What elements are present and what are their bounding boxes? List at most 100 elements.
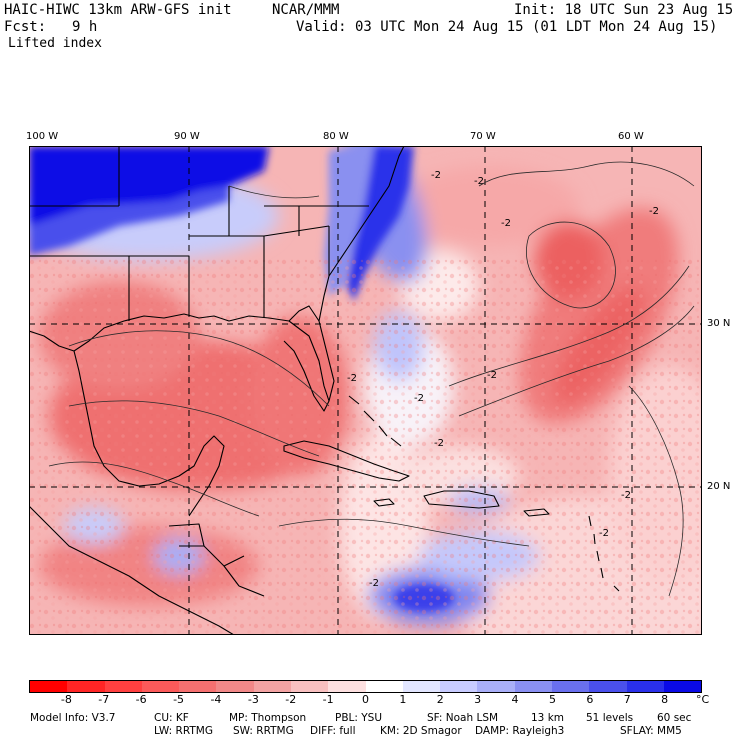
colorbar-tick-label: 4 (511, 693, 519, 706)
contour-gulf-a (68, 330, 330, 407)
contour-label-7: -2 (347, 373, 357, 384)
org-label: NCAR/MMM (272, 2, 340, 18)
coastline-cuba (283, 440, 410, 482)
coastline-us-east (318, 146, 405, 322)
coastline-bahamas (348, 395, 402, 447)
colorbar-cell (141, 681, 180, 692)
lat-label-30n: 30 N (707, 318, 731, 329)
contour-label-5: -2 (487, 370, 497, 381)
colorbar-tick-label: -2 (285, 693, 297, 706)
colorbar-tick-label: -1 (322, 693, 334, 706)
init-time: Init: 18 UTC Sun 23 Aug 15 (514, 2, 734, 18)
model-info-dt: 60 sec (657, 712, 692, 724)
contour-label-11: -2 (621, 490, 631, 501)
colorbar-cell (402, 681, 441, 692)
model-title: HAIC-HIWC 13km ARW-GFS init (4, 2, 232, 18)
contour-atlantic-c (448, 265, 690, 387)
colorbar-cell (104, 681, 142, 692)
colorbar-tick-label: -4 (210, 693, 222, 706)
colorbar-tick-label: 2 (436, 693, 444, 706)
model-info-levels: 51 levels (586, 712, 634, 724)
colorbar-cell (663, 681, 702, 692)
field-name: Lifted index (8, 36, 102, 51)
colorbar-cell (514, 681, 552, 692)
fcst-label: Fcst: (4, 19, 47, 35)
contour-label-8: -2 (434, 438, 444, 449)
contour-label-4: -2 (501, 218, 511, 229)
lat-label-20n: 20 N (707, 481, 731, 492)
contour-label-10: -2 (599, 528, 609, 539)
colorbar-cell (253, 681, 291, 692)
colorbar-cell (440, 681, 478, 692)
coastline-florida (288, 305, 335, 402)
contour-atlantic-a (478, 161, 695, 187)
contour-mexico (48, 461, 260, 517)
colorbar-cell (30, 681, 68, 692)
map-border (29, 146, 702, 635)
colorbar-tick-label: -5 (173, 693, 185, 706)
coastline-gulf (29, 313, 330, 412)
colorbar-tick-label: 3 (474, 693, 482, 706)
lon-label-90w: 90 W (174, 131, 200, 142)
lon-label-60w: 60 W (618, 131, 644, 142)
model-info-res: 13 km (531, 712, 565, 724)
contour-label-6: -2 (414, 393, 424, 404)
model-info-version: Model Info: V3.7 (30, 712, 116, 724)
colorbar-cell (179, 681, 217, 692)
coastline-mexico-pacific (29, 505, 235, 635)
colorbar-cell (365, 681, 403, 692)
colorbar-tick-label: -6 (135, 693, 147, 706)
lifted-index-map: -2 -2 -2 -2 -2 -2 -2 -2 -2 -2 -2 (29, 146, 702, 635)
colorbar-cell (290, 681, 329, 692)
model-info-sflay: SFLAY: MM5 (620, 725, 682, 737)
contour-carib (278, 518, 530, 547)
contour-label-3: -2 (649, 206, 659, 217)
colorbar (29, 680, 702, 693)
model-info-km: KM: 2D Smagor (380, 725, 462, 737)
lon-label-70w: 70 W (470, 131, 496, 142)
coastline-antilles (588, 515, 620, 592)
model-info-lw: LW: RRTMG (154, 725, 213, 737)
colorbar-cell (477, 681, 515, 692)
colorbar-tick-label: 5 (548, 693, 556, 706)
colorbar-tick-label: 0 (362, 693, 369, 706)
model-info-cu: CU: KF (154, 712, 189, 724)
coastline-jamaica (373, 498, 395, 507)
contour-east-lobe (628, 385, 684, 597)
model-info-sw: SW: RRTMG (233, 725, 294, 737)
model-info-sf: SF: Noah LSM (427, 712, 499, 724)
colorbar-tick-label: 7 (623, 693, 631, 706)
colorbar-tick-label: 1 (399, 693, 407, 706)
model-info-damp: DAMP: Rayleigh3 (475, 725, 565, 737)
lon-label-80w: 80 W (323, 131, 349, 142)
model-info-pbl: PBL: YSU (335, 712, 383, 724)
model-info-diff: DIFF: full (310, 725, 356, 737)
model-info-mp: MP: Thompson (229, 712, 307, 724)
coastline-mexico-gulf (73, 350, 225, 517)
valid-time: Valid: 03 UTC Mon 24 Aug 15 (01 LDT Mon … (296, 19, 718, 35)
colorbar-cell (626, 681, 664, 692)
field-deep-blue-nw-edge (29, 186, 229, 256)
colorbar-labels: -8 -7 -6 -5 -4 -3 -2 -1 0 1 2 3 4 5 6 7 8 (0, 694, 740, 706)
colorbar-tick-label: -3 (247, 693, 259, 706)
colorbar-cell (589, 681, 627, 692)
fcst-value: 9 h (72, 19, 98, 35)
colorbar-tick-label: -7 (98, 693, 110, 706)
border-central-america (168, 523, 265, 597)
colorbar-unit: °C (696, 693, 710, 706)
contour-atlantic-d (458, 305, 695, 417)
colorbar-tick-label: 6 (586, 693, 594, 706)
colorbar-tick-label: 8 (661, 693, 669, 706)
colorbar-cell (328, 681, 366, 692)
colorbar-cell (551, 681, 590, 692)
contour-atlantic-b (526, 221, 616, 309)
contour-label-2: -2 (474, 176, 484, 187)
contour-gulf-b (68, 400, 320, 457)
coastline-puerto-rico (523, 508, 550, 517)
contour-north (228, 185, 320, 199)
colorbar-cell (216, 681, 254, 692)
colorbar-tick-label: -8 (60, 693, 72, 706)
coastline-hispaniola (423, 490, 500, 509)
field-light-pink-ne (399, 166, 579, 246)
lon-label-100w: 100 W (26, 131, 59, 142)
